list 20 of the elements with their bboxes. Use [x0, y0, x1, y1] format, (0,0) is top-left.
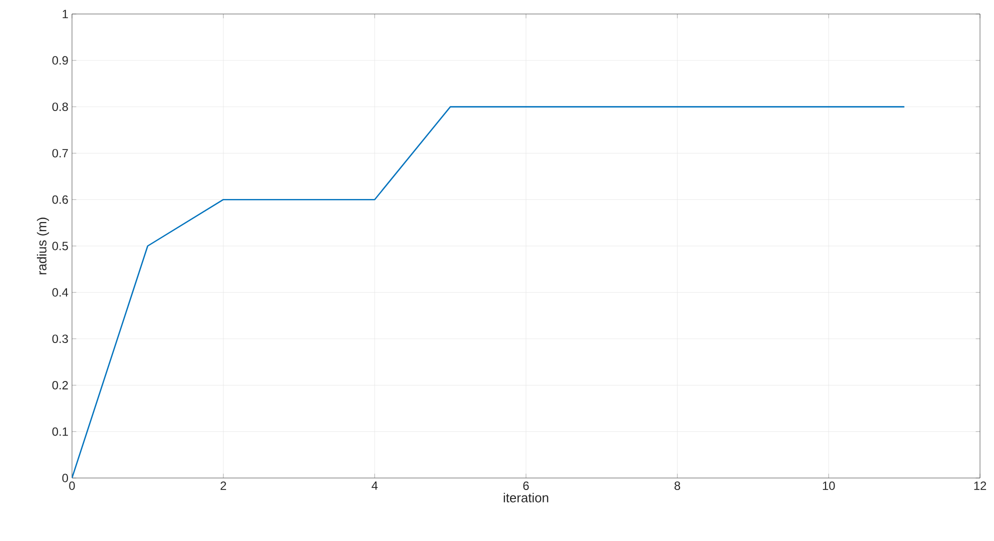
y-tick-label: 0.7 — [52, 148, 68, 158]
y-tick-label: 0.6 — [52, 195, 68, 204]
y-tick-label: 0.1 — [52, 427, 68, 436]
y-tick-label: 0 — [62, 474, 68, 482]
x-tick-label: 6 — [523, 482, 529, 490]
x-tick-label: 12 — [974, 482, 986, 490]
x-axis-title: iteration — [504, 492, 548, 502]
x-tick-label: 8 — [674, 482, 680, 490]
y-tick-label: 0.3 — [52, 334, 68, 344]
x-tick-label: 2 — [220, 482, 226, 490]
y-axis-title: radius (m) — [36, 218, 50, 274]
x-tick-label: 4 — [372, 482, 378, 490]
x-tick-label: 0 — [69, 482, 75, 490]
y-tick-label: 0.9 — [52, 56, 68, 65]
y-tick-label: 0.4 — [52, 288, 68, 297]
y-tick-label: 0.5 — [52, 242, 68, 250]
x-tick-label: 10 — [822, 482, 835, 490]
y-tick-label: 0.8 — [52, 102, 68, 112]
y-tick-label: 0.2 — [52, 380, 68, 390]
y-tick-label: 1 — [62, 10, 68, 18]
